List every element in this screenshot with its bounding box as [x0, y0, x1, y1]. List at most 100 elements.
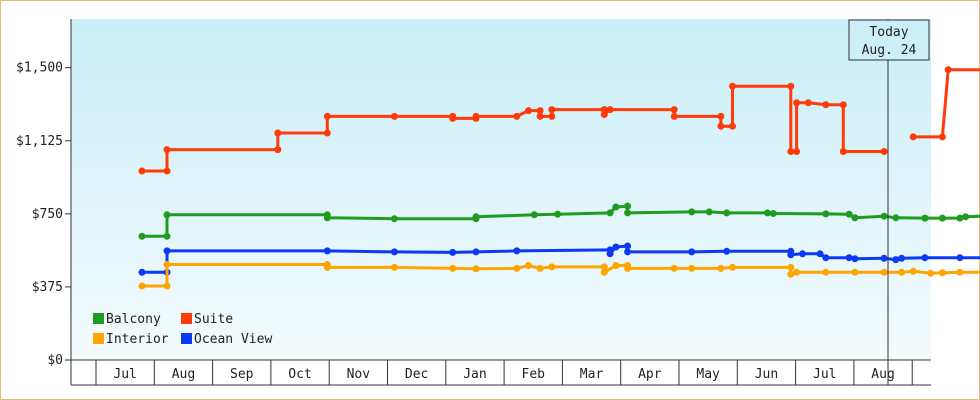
- ocean-view-point[interactable]: [921, 254, 929, 262]
- balcony-point[interactable]: [606, 209, 614, 217]
- balcony-point[interactable]: [472, 213, 480, 221]
- suite-point[interactable]: [839, 101, 847, 109]
- suite-point[interactable]: [822, 101, 830, 109]
- balcony-point[interactable]: [938, 214, 946, 222]
- suite-point[interactable]: [670, 106, 678, 114]
- interior-point[interactable]: [600, 263, 608, 271]
- today-marker[interactable]: Today Aug. 24: [848, 19, 930, 385]
- balcony-point[interactable]: [769, 210, 777, 217]
- ocean-view-point[interactable]: [138, 268, 146, 276]
- ocean-view-point[interactable]: [845, 254, 853, 262]
- balcony-point[interactable]: [323, 214, 331, 222]
- interior-point[interactable]: [536, 264, 544, 272]
- ocean-view-point[interactable]: [956, 254, 964, 262]
- suite-point[interactable]: [729, 82, 736, 90]
- ocean-view-point[interactable]: [472, 248, 480, 256]
- balcony-point[interactable]: [921, 214, 929, 222]
- suite-point[interactable]: [880, 148, 888, 155]
- interior-point[interactable]: [688, 264, 696, 272]
- suite-point[interactable]: [472, 112, 480, 120]
- suite-point[interactable]: [138, 167, 146, 175]
- interior-point[interactable]: [670, 264, 678, 272]
- balcony-point[interactable]: [390, 215, 398, 223]
- interior-point[interactable]: [927, 269, 935, 277]
- ocean-view-point[interactable]: [799, 250, 806, 258]
- balcony-point[interactable]: [764, 209, 771, 217]
- ocean-view-point[interactable]: [390, 248, 398, 256]
- interior-point[interactable]: [729, 263, 736, 271]
- suite-point[interactable]: [804, 99, 812, 107]
- ocean-view-point[interactable]: [892, 256, 900, 264]
- suite-point[interactable]: [513, 112, 521, 120]
- suite-point[interactable]: [944, 66, 952, 74]
- interior-point[interactable]: [898, 268, 906, 276]
- balcony-point[interactable]: [880, 212, 888, 220]
- interior-point[interactable]: [513, 264, 521, 272]
- suite-point[interactable]: [793, 99, 801, 107]
- suite-point[interactable]: [323, 112, 331, 120]
- balcony-point[interactable]: [138, 232, 146, 240]
- interior-point[interactable]: [909, 267, 917, 275]
- interior-point[interactable]: [822, 268, 830, 276]
- balcony-point[interactable]: [822, 210, 830, 218]
- ocean-view-point[interactable]: [880, 254, 888, 262]
- suite-point[interactable]: [390, 112, 398, 120]
- interior-point[interactable]: [717, 264, 725, 272]
- ocean-view-point[interactable]: [723, 247, 731, 255]
- balcony-point[interactable]: [163, 211, 171, 219]
- interior-point[interactable]: [548, 263, 556, 271]
- ocean-view-point[interactable]: [449, 248, 457, 256]
- balcony-point[interactable]: [845, 210, 853, 218]
- suite-point[interactable]: [787, 82, 795, 90]
- interior-point[interactable]: [880, 268, 888, 276]
- suite-point[interactable]: [606, 106, 614, 114]
- suite-point[interactable]: [548, 112, 556, 120]
- suite-point[interactable]: [536, 107, 544, 115]
- ocean-view-point[interactable]: [612, 243, 620, 251]
- interior-point[interactable]: [787, 263, 795, 271]
- ocean-view-point[interactable]: [787, 251, 795, 259]
- interior-point[interactable]: [956, 268, 964, 276]
- interior-point[interactable]: [390, 263, 398, 271]
- suite-point[interactable]: [163, 146, 171, 154]
- interior-point[interactable]: [138, 282, 146, 290]
- balcony-point[interactable]: [530, 211, 538, 219]
- ocean-view-point[interactable]: [513, 247, 521, 255]
- interior-point[interactable]: [449, 264, 457, 272]
- balcony-point[interactable]: [688, 208, 696, 216]
- suite-point[interactable]: [536, 112, 544, 120]
- ocean-view-point[interactable]: [898, 254, 906, 262]
- suite-point[interactable]: [600, 111, 608, 118]
- ocean-view-point[interactable]: [323, 247, 331, 255]
- suite-point[interactable]: [938, 133, 946, 141]
- balcony-point[interactable]: [554, 210, 562, 218]
- balcony-point[interactable]: [851, 214, 859, 222]
- suite-point[interactable]: [717, 122, 725, 130]
- interior-point[interactable]: [851, 268, 859, 276]
- ocean-view-point[interactable]: [163, 247, 171, 255]
- interior-point[interactable]: [938, 269, 946, 277]
- suite-point[interactable]: [323, 129, 331, 137]
- balcony-point[interactable]: [612, 203, 620, 211]
- ocean-view-point[interactable]: [624, 242, 632, 250]
- suite-point[interactable]: [600, 106, 608, 114]
- ocean-view-point[interactable]: [851, 255, 859, 263]
- interior-point[interactable]: [787, 270, 795, 278]
- balcony-point[interactable]: [962, 213, 970, 221]
- ocean-view-point[interactable]: [624, 248, 632, 256]
- ocean-view-point[interactable]: [606, 250, 614, 258]
- balcony-point[interactable]: [892, 214, 900, 222]
- interior-point[interactable]: [163, 261, 171, 268]
- balcony-point[interactable]: [163, 232, 171, 240]
- balcony-point[interactable]: [624, 209, 632, 217]
- balcony-point[interactable]: [624, 202, 632, 210]
- ocean-view-point[interactable]: [822, 254, 830, 262]
- balcony-point[interactable]: [956, 214, 964, 222]
- suite-point[interactable]: [729, 122, 736, 130]
- suite-point[interactable]: [525, 107, 532, 115]
- interior-point[interactable]: [612, 262, 620, 269]
- interior-point[interactable]: [163, 282, 171, 290]
- interior-point[interactable]: [793, 268, 801, 276]
- interior-point[interactable]: [624, 264, 632, 272]
- suite-point[interactable]: [717, 112, 725, 120]
